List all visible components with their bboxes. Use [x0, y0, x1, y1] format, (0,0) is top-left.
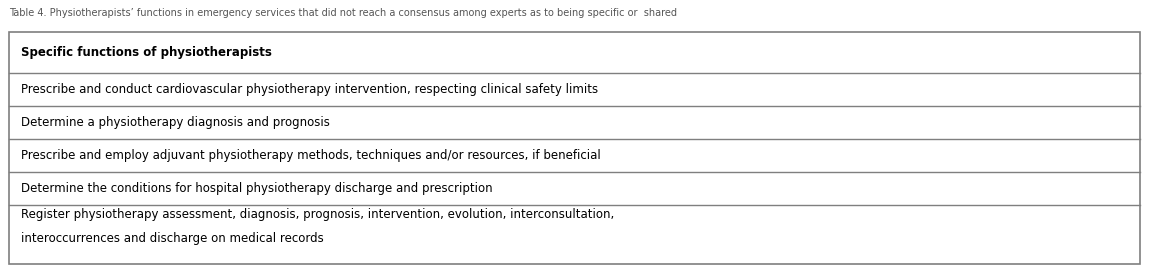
Text: Determine a physiotherapy diagnosis and prognosis: Determine a physiotherapy diagnosis and … [21, 116, 330, 129]
Text: Prescribe and conduct cardiovascular physiotherapy intervention, respecting clin: Prescribe and conduct cardiovascular phy… [21, 83, 597, 96]
Text: Determine the conditions for hospital physiotherapy discharge and prescription: Determine the conditions for hospital ph… [21, 182, 492, 195]
Text: Table 4. Physiotherapists’ functions in emergency services that did not reach a : Table 4. Physiotherapists’ functions in … [9, 8, 677, 18]
Text: Register physiotherapy assessment, diagnosis, prognosis, intervention, evolution: Register physiotherapy assessment, diagn… [21, 208, 614, 245]
Text: Prescribe and employ adjuvant physiotherapy methods, techniques and/or resources: Prescribe and employ adjuvant physiother… [21, 149, 601, 162]
Text: Specific functions of physiotherapists: Specific functions of physiotherapists [21, 46, 271, 59]
Bar [9, 32, 1140, 264]
